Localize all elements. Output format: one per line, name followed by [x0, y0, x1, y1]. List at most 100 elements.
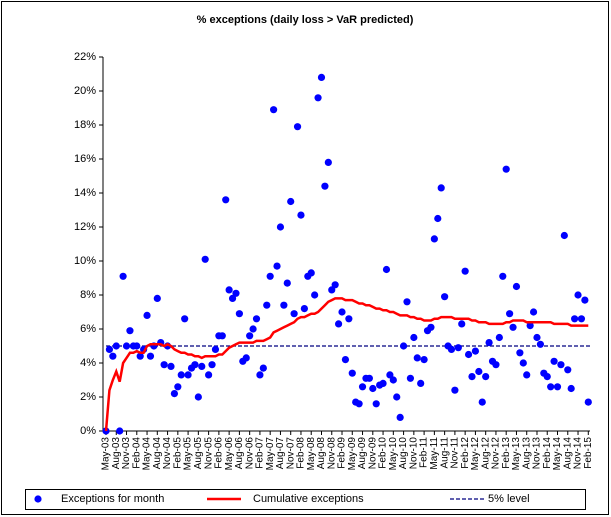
point — [427, 323, 435, 331]
x-tick-label: Feb-08 — [296, 437, 307, 469]
x-tick-label: Aug-08 — [316, 437, 327, 470]
point — [358, 383, 367, 391]
x-tick-label: May-11 — [429, 437, 440, 470]
point — [389, 376, 397, 384]
point — [430, 235, 438, 243]
point — [280, 301, 288, 309]
y-tick-label: 12% — [74, 221, 96, 233]
point — [550, 357, 558, 365]
point — [454, 344, 462, 352]
x-tick-label: May-08 — [306, 437, 317, 471]
y-tick-label: 4% — [80, 357, 96, 369]
cumulative-line — [104, 297, 589, 432]
point — [112, 342, 120, 350]
point — [181, 315, 189, 323]
y-tick-label: 10% — [74, 255, 96, 267]
x-tick-label: Nov-12 — [491, 437, 502, 470]
x-tick-label: Feb-07 — [255, 437, 266, 469]
point — [471, 347, 480, 355]
y-tick-label: 22% — [74, 51, 96, 63]
point — [369, 384, 377, 393]
point — [249, 325, 257, 333]
point — [317, 73, 326, 81]
point — [290, 310, 298, 318]
point — [567, 384, 575, 393]
x-tick-label: Aug-04 — [152, 437, 163, 470]
point — [574, 291, 582, 299]
x-tick-label: Nov-07 — [285, 437, 296, 470]
point — [259, 364, 267, 372]
x-tick-label: Feb-04 — [131, 437, 142, 469]
point — [406, 374, 415, 382]
point — [311, 291, 319, 299]
point — [410, 333, 418, 342]
x-tick-label: Aug-06 — [234, 437, 245, 470]
legend-label: Exceptions for month — [61, 493, 164, 505]
point — [382, 265, 391, 274]
point — [417, 379, 425, 387]
x-tick-label: May-07 — [265, 437, 276, 471]
x-tick-label: Nov-14 — [573, 437, 584, 470]
point — [205, 371, 213, 379]
y-tick-label: 6% — [80, 323, 96, 335]
point — [246, 332, 254, 340]
point — [543, 373, 551, 381]
point — [461, 267, 469, 275]
point — [506, 310, 514, 318]
x-tick-label: May-09 — [347, 437, 358, 471]
x-tick-label: Nov-05 — [203, 437, 214, 470]
x-tick-label: Aug-13 — [521, 437, 532, 470]
point — [571, 315, 579, 323]
x-tick-label: Feb-15 — [583, 437, 594, 469]
point — [211, 345, 220, 353]
point — [512, 282, 521, 291]
point — [403, 298, 411, 306]
point — [143, 311, 151, 319]
x-tick-label: Aug-05 — [193, 437, 204, 470]
x-tick-label: Aug-03 — [111, 437, 122, 470]
point — [256, 371, 264, 379]
point — [273, 262, 281, 270]
point — [167, 362, 175, 370]
point — [119, 272, 127, 280]
point — [557, 361, 565, 369]
point — [328, 286, 336, 294]
point — [232, 289, 240, 297]
point — [437, 184, 445, 192]
point — [577, 315, 586, 323]
chart-title: % exceptions (daily loss > VaR predicted… — [197, 14, 414, 26]
x-tick-label: Aug-14 — [562, 437, 573, 470]
point — [434, 214, 442, 223]
point — [225, 286, 233, 294]
x-tick-label: Nov-06 — [244, 437, 255, 470]
x-tick-label: Feb-10 — [378, 437, 389, 469]
x-tick-label: Feb-12 — [460, 437, 471, 469]
x-tick-label: May-06 — [224, 437, 235, 471]
point — [218, 332, 226, 340]
point — [355, 400, 363, 408]
point — [348, 369, 356, 377]
point — [441, 293, 449, 301]
point — [372, 400, 380, 408]
point — [174, 383, 182, 391]
x-tick-label: Feb-06 — [214, 437, 225, 469]
point — [547, 383, 555, 391]
point — [526, 322, 534, 330]
point — [564, 366, 572, 374]
x-tick-label: May-05 — [183, 437, 194, 471]
point — [509, 323, 517, 331]
point — [136, 352, 144, 360]
x-tick-label: May-12 — [470, 437, 481, 471]
point — [399, 342, 408, 350]
point — [266, 272, 274, 280]
point — [160, 361, 168, 369]
point — [331, 281, 339, 289]
point — [451, 386, 459, 394]
point — [553, 383, 562, 391]
y-tick-label: 14% — [74, 187, 96, 199]
point — [560, 231, 568, 240]
y-tick-label: 18% — [74, 119, 96, 131]
x-tick-label: Aug-12 — [480, 437, 491, 470]
point — [584, 398, 592, 406]
y-tick-label: 16% — [74, 153, 96, 165]
